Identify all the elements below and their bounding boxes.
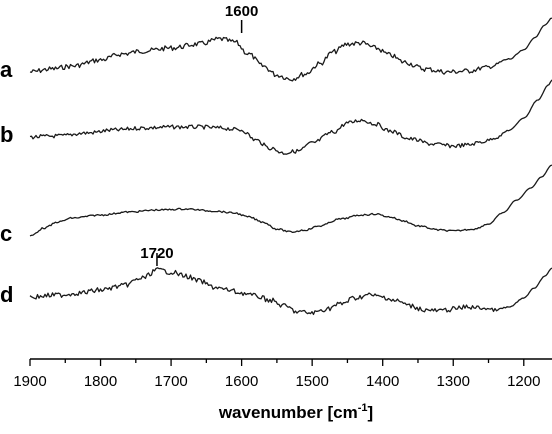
spectrum-trace-d	[29, 267, 552, 316]
x-axis-ticks: 1900 1800 1700 1600 1500 1400 1300 1200	[13, 359, 540, 390]
peak-label-1600: 1600	[225, 3, 258, 20]
curve-label-b: b	[0, 122, 13, 147]
x-tick-label-1200: 1200	[507, 373, 540, 390]
x-tick-label-1800: 1800	[84, 373, 117, 390]
x-tick-label-1400: 1400	[366, 373, 399, 390]
x-axis-title: wavenumber [cm-1]	[218, 402, 373, 422]
x-tick-label-1700: 1700	[154, 373, 187, 390]
spectrum-trace-b	[29, 79, 552, 155]
x-tick-label-1500: 1500	[295, 373, 328, 390]
spectrum-trace-c	[29, 164, 552, 237]
peak-label-1720: 1720	[140, 245, 173, 262]
spectrum-trace-a	[29, 17, 552, 82]
x-tick-label-1900: 1900	[13, 373, 46, 390]
x-tick-label-1600: 1600	[225, 373, 258, 390]
spectra-traces	[29, 17, 552, 316]
curve-label-d: d	[0, 282, 13, 307]
x-tick-label-1300: 1300	[437, 373, 470, 390]
curve-label-c: c	[0, 221, 12, 246]
curve-labels: a b c d	[0, 57, 13, 307]
peak-annotations: 1600 1720	[140, 3, 258, 266]
curve-label-a: a	[0, 57, 13, 82]
